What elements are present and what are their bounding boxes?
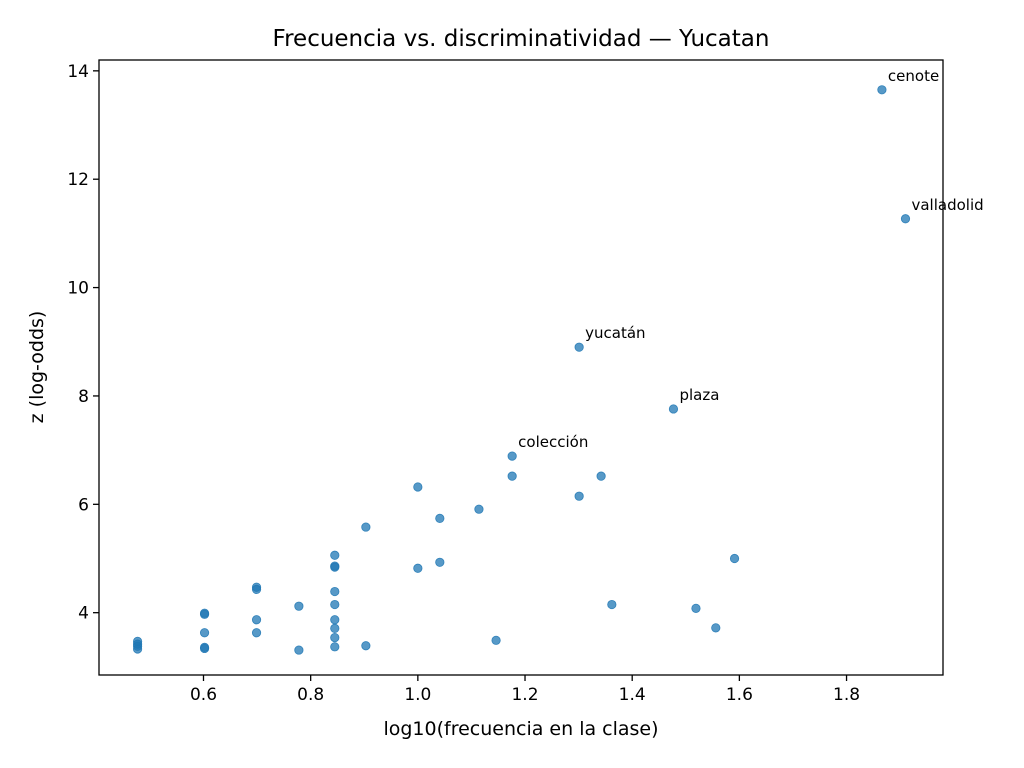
data-point <box>668 404 679 414</box>
y-tick-label: 14 <box>67 62 89 82</box>
data-point <box>361 522 371 532</box>
data-points <box>132 85 911 655</box>
data-point <box>251 584 262 594</box>
y-tick-label: 10 <box>67 279 89 299</box>
data-point <box>294 645 304 655</box>
data-point <box>474 504 484 514</box>
x-tick-label: 0.6 <box>190 685 217 705</box>
point-label: colección <box>518 433 588 451</box>
point-annotations: cenote valladolid yucatán plaza colección <box>518 67 983 451</box>
point-label: yucatán <box>585 324 645 342</box>
x-axis-label: log10(frecuencia en la clase) <box>383 718 658 740</box>
x-tick-label: 1.4 <box>619 685 646 705</box>
data-point <box>574 342 584 352</box>
data-point <box>199 628 210 638</box>
y-tick-label: 6 <box>78 495 89 515</box>
x-tick-label: 1.8 <box>833 685 860 705</box>
data-point <box>435 557 445 567</box>
data-point <box>199 609 210 619</box>
chart-title: Frecuencia vs. discriminatividad — Yucat… <box>273 26 770 52</box>
y-tick-label: 12 <box>67 170 89 190</box>
x-tick-label: 1.2 <box>511 685 538 705</box>
point-label: cenote <box>888 67 939 85</box>
data-point <box>607 599 617 610</box>
data-point <box>435 513 445 524</box>
data-point <box>877 85 887 95</box>
data-point <box>507 471 517 481</box>
x-tick-label: 1.0 <box>404 685 431 705</box>
data-point <box>330 633 340 643</box>
axis-ticks: 0.6 0.8 1.0 1.2 1.4 1.6 1.8 4 6 8 10 12 14 <box>67 62 860 705</box>
data-point <box>596 471 606 481</box>
point-label: valladolid <box>911 196 983 214</box>
data-point <box>900 214 911 224</box>
data-point <box>251 628 262 638</box>
data-point <box>199 643 210 654</box>
data-point <box>413 482 423 492</box>
data-point <box>711 623 721 633</box>
x-tick-label: 0.8 <box>297 685 324 705</box>
data-point <box>330 550 340 560</box>
data-point <box>330 615 340 625</box>
data-point <box>729 553 740 564</box>
data-point <box>251 615 262 625</box>
data-point <box>330 599 340 610</box>
data-point <box>330 623 340 634</box>
plot-frame <box>98 59 944 676</box>
y-axis-label: z (log-odds) <box>26 311 48 424</box>
data-point <box>330 642 340 652</box>
point-label: plaza <box>679 386 719 404</box>
y-tick-label: 4 <box>78 604 89 624</box>
data-point <box>691 603 701 613</box>
data-point <box>574 491 584 501</box>
y-tick-label: 8 <box>78 387 89 407</box>
data-point <box>491 635 501 645</box>
data-point <box>330 562 340 572</box>
data-point <box>330 586 340 597</box>
x-tick-label: 1.6 <box>726 685 753 705</box>
data-point <box>132 644 143 654</box>
data-point <box>294 601 304 611</box>
data-point <box>361 641 371 651</box>
data-point <box>507 451 517 461</box>
data-point <box>413 563 423 573</box>
